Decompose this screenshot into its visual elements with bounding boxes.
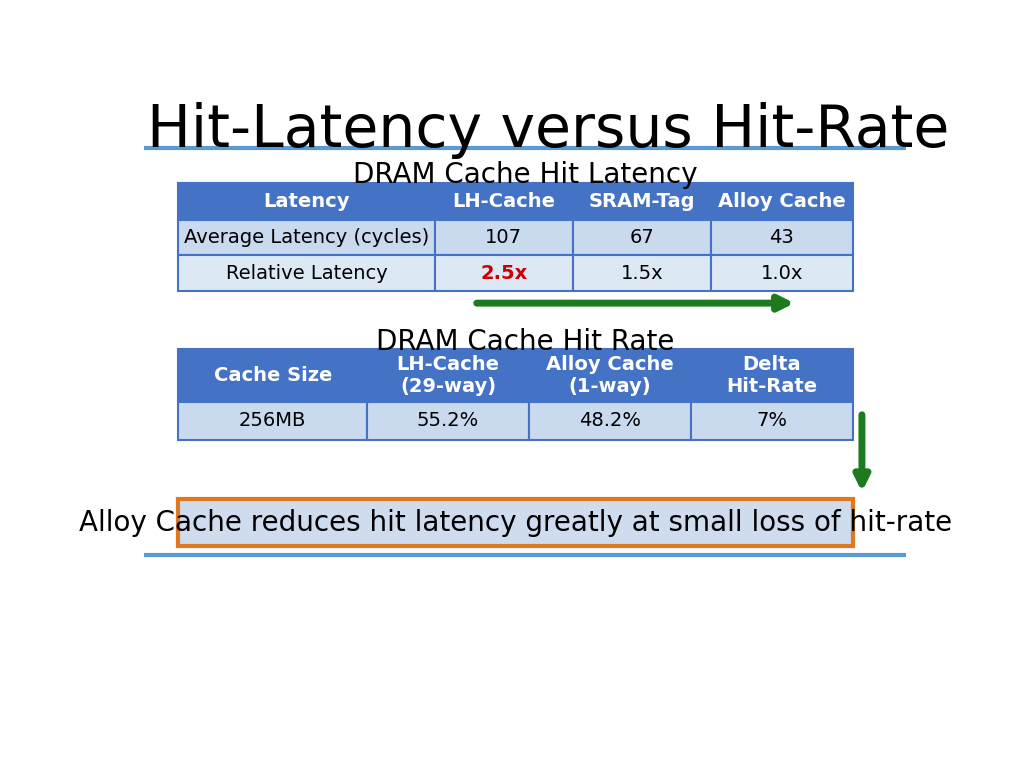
Text: SRAM-Tag: SRAM-Tag	[589, 192, 695, 211]
Text: 67: 67	[630, 228, 654, 247]
Bar	[434, 220, 572, 256]
Bar	[368, 402, 529, 440]
Bar	[178, 220, 434, 256]
Text: Cache Size: Cache Size	[214, 366, 332, 385]
Bar	[368, 349, 529, 402]
Bar	[529, 349, 691, 402]
Text: 1.0x: 1.0x	[761, 263, 803, 283]
Text: Hit-Latency versus Hit-Rate: Hit-Latency versus Hit-Rate	[147, 102, 949, 159]
Text: 55.2%: 55.2%	[417, 412, 479, 430]
Bar	[178, 499, 853, 546]
Text: 2.5x: 2.5x	[480, 263, 527, 283]
Bar	[178, 256, 434, 291]
Text: 256MB: 256MB	[239, 412, 306, 430]
Text: Relative Latency: Relative Latency	[225, 263, 387, 283]
Text: 1.5x: 1.5x	[621, 263, 664, 283]
Text: Alloy Cache: Alloy Cache	[718, 192, 846, 211]
Bar	[691, 349, 853, 402]
Bar	[711, 183, 853, 220]
Bar	[178, 402, 368, 440]
Bar	[572, 220, 711, 256]
Bar	[691, 402, 853, 440]
Text: 7%: 7%	[756, 412, 787, 430]
Bar	[572, 183, 711, 220]
Text: Delta
Hit-Rate: Delta Hit-Rate	[726, 355, 817, 396]
Text: DRAM Cache Hit Latency: DRAM Cache Hit Latency	[352, 161, 697, 190]
Bar	[711, 220, 853, 256]
Bar	[572, 256, 711, 291]
Bar	[711, 256, 853, 291]
Bar	[178, 183, 434, 220]
Text: Alloy Cache reduces hit latency greatly at small loss of hit-rate: Alloy Cache reduces hit latency greatly …	[79, 508, 952, 537]
Bar	[434, 256, 572, 291]
Text: DRAM Cache Hit Rate: DRAM Cache Hit Rate	[376, 328, 674, 356]
Text: Alloy Cache
(1-way): Alloy Cache (1-way)	[546, 355, 674, 396]
Text: LH-Cache: LH-Cache	[453, 192, 555, 211]
Text: 43: 43	[769, 228, 795, 247]
Bar	[178, 349, 368, 402]
Text: Latency: Latency	[263, 192, 350, 211]
Text: LH-Cache
(29-way): LH-Cache (29-way)	[396, 355, 500, 396]
Text: 107: 107	[485, 228, 522, 247]
Text: 48.2%: 48.2%	[579, 412, 641, 430]
Text: Average Latency (cycles): Average Latency (cycles)	[184, 228, 429, 247]
Bar	[529, 402, 691, 440]
Bar	[434, 183, 572, 220]
